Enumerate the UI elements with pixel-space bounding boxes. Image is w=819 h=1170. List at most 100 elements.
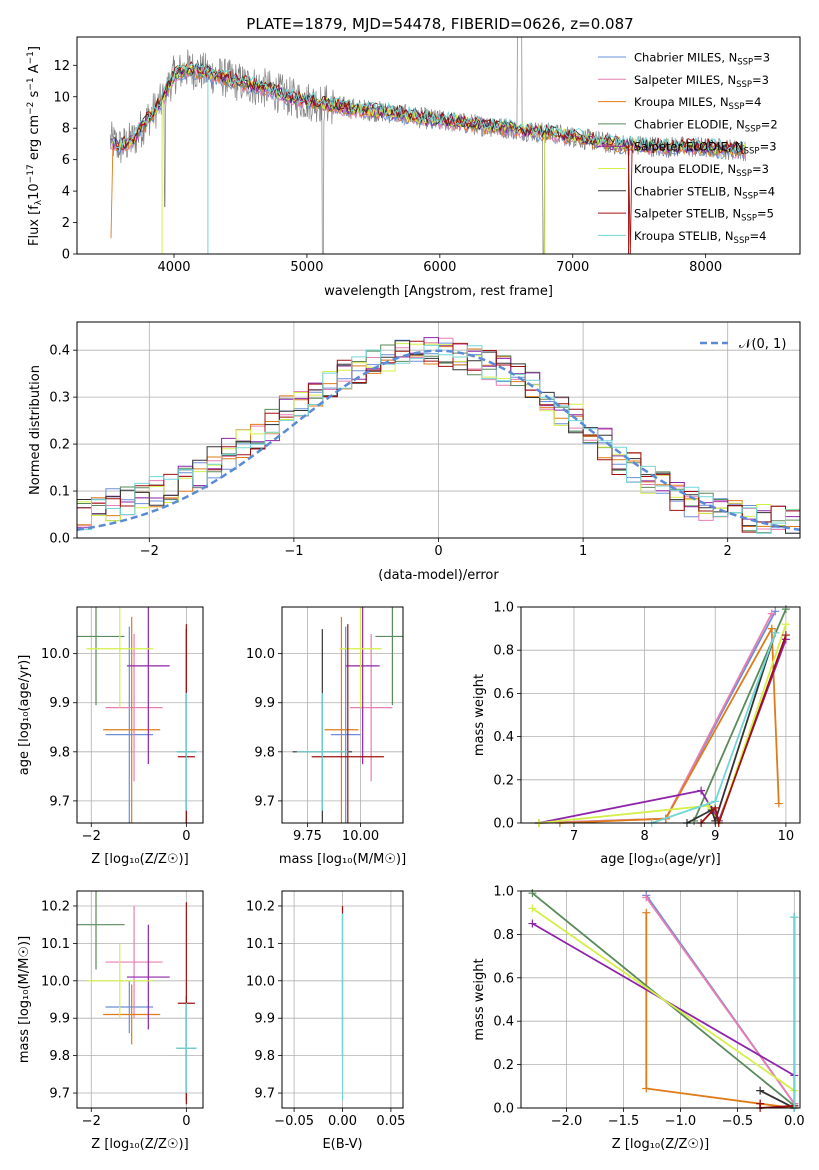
histogram-steps [77,337,800,534]
y-tick-label: 0 [62,248,70,263]
weight-line-salpeter-stelib [700,634,787,827]
weight-lines [534,605,790,827]
mass-vs-reddening-panel: −0.05 0.00 0.05 9.7 9.8 9.9 10.0 10.1 10.2 E(B-V) [246,890,405,1152]
x-tick-label: −2 [82,829,101,844]
x-tick-label: 7000 [556,260,589,275]
y-tick-label: 1.0 [493,601,514,616]
weight-marker-kroupa-miles [642,1084,651,1093]
legend-entry-chabrier-stelib: Chabrier STELIB, NSSP=4 [634,184,775,201]
y-tick-label: 10.1 [41,937,70,952]
y-tick-label: 0.2 [493,1058,514,1073]
weight-marker-salpeter-miles [642,893,651,902]
model-spectrum-kroupa-stelib [112,62,745,154]
y-tick-label: 9.7 [254,794,275,809]
y-tick-label: 9.8 [49,745,70,760]
y-tick-label: 10 [53,90,70,105]
mass-weight-vs-metallicity-panel: −2.0 −1.5 −1.0 −0.5 0.0 0.0 0.2 0.4 0.6 0.8 1.0 Z [… [472,885,805,1153]
weight-marker-salpeter-elodie [528,919,537,928]
y-tick-label: 0.0 [493,1102,514,1117]
normal-distribution-curve [77,349,800,532]
weight-marker-kroupa-miles [774,799,783,808]
y-tick-label: 12 [53,59,70,74]
x-tick-label: −2 [140,544,159,559]
x-axis-label: Z [log₁₀(Z/Z☉)] [91,1137,188,1152]
weight-marker-kroupa-stelib [771,628,780,637]
y-axis-label: mass [log₁₀(M/M☉)] [17,936,32,1063]
y-tick-label: 10.0 [41,974,70,989]
y-axis-label: mass weight [472,958,487,1040]
histogram-kroupa-elodie [77,343,800,527]
x-tick-label: −0.5 [722,1114,754,1129]
x-tick-label: 10.00 [342,829,379,844]
x-tick-label: −1.5 [608,1114,640,1129]
y-tick-label: 9.8 [254,745,275,760]
y-tick-label: 8 [62,122,70,137]
y-tick-label: 9.9 [49,696,70,711]
y-tick-label: 9.9 [254,696,275,711]
y-axis-label: age [log₁₀(age/yr)] [17,655,32,776]
x-tick-label: 0 [182,829,190,844]
legend-entry-kroupa-elodie: Kroupa ELODIE, NSSP=3 [634,162,769,179]
spectrum-lines [109,37,746,254]
legend-entry-salpeter-stelib: Salpeter STELIB, NSSP=5 [634,207,774,224]
x-tick-label: −1 [284,544,303,559]
axes-frame [281,890,404,1109]
y-tick-label: 0.0 [49,532,70,547]
legend-entry-chabrier-miles: Chabrier MILES, NSSP=3 [634,51,770,68]
axes-frame [520,606,801,824]
age-vs-metallicity-panel: −2 0 9.7 9.8 9.9 10.0 Z [log₁₀(Z/Z☉)] age [log₁… [17,606,204,867]
weight-marker-salpeter-miles [767,609,776,618]
y-axis-label: Flux [fλ10−17 erg cm−2 s−1 A−1] [26,46,44,246]
y-tick-label: 9.7 [254,1087,275,1102]
y-tick-label: 0.4 [493,1015,514,1030]
y-tick-label: 0.4 [493,730,514,745]
axes-frame [76,321,801,539]
x-tick-label: −2 [82,1114,101,1129]
x-tick-label: 8 [640,829,648,844]
x-tick-label: 4000 [157,260,190,275]
legend-entry-salpeter-miles: Salpeter MILES, NSSP=3 [634,73,769,90]
y-tick-label: 1.0 [493,885,514,900]
x-tick-label: −2.0 [551,1114,583,1129]
x-tick-label: 0 [182,1114,190,1129]
weight-marker-kroupa-miles [642,908,651,917]
weight-marker-kroupa-elodie [781,620,790,629]
x-axis-label: Z [log₁₀(Z/Z☉)] [91,852,188,867]
y-tick-label: 0.6 [493,971,514,986]
x-tick-label: 7 [570,829,578,844]
y-tick-label: 10.1 [246,937,275,952]
x-tick-label: −1.0 [665,1114,697,1129]
x-tick-label: 0.00 [328,1114,357,1129]
weight-marker-salpeter-elodie [697,786,706,795]
weight-line-salpeter-miles [645,896,796,1105]
y-tick-label: 10.0 [41,647,70,662]
x-axis-label: mass [log₁₀(M/M☉)] [279,852,406,867]
x-tick-label: 0 [434,544,442,559]
x-axis-label: (data-model)/error [378,568,499,583]
weight-marker-chabrier-elodie [781,605,790,614]
x-tick-label: 9.75 [293,829,322,844]
x-tick-label: 0.05 [376,1114,405,1129]
weight-marker-kroupa-miles [767,624,776,633]
axes-frame [520,890,801,1109]
legend-entry-kroupa-miles: Kroupa MILES, NSSP=4 [634,95,761,112]
x-tick-label: 9 [711,829,719,844]
model-spectrum-salpeter-stelib [112,61,745,254]
y-tick-label: 10.0 [246,647,275,662]
x-tick-label: 2 [724,544,732,559]
y-tick-label: 0.2 [49,438,70,453]
error-bars [77,891,197,1105]
x-tick-label: 10 [778,829,795,844]
error-bars [292,607,403,823]
weight-marker-chabrier-stelib [756,1086,765,1095]
axes-frame [76,36,801,255]
spectrum-panel: 4000 5000 6000 7000 8000 0 2 4 6 8 10 12 wavelength … [26,36,801,299]
legend-entry-salpeter-elodie: Salpeter ELODIE, NSSP=3 [634,140,777,157]
y-tick-label: 9.9 [49,1012,70,1027]
y-tick-label: 2 [62,216,70,231]
axes-frame [76,890,204,1109]
weight-marker-salpeter-stelib [781,631,790,640]
y-tick-label: 0.8 [493,928,514,943]
y-tick-label: 10.2 [41,899,70,914]
histogram-chabrier-stelib [77,340,800,534]
